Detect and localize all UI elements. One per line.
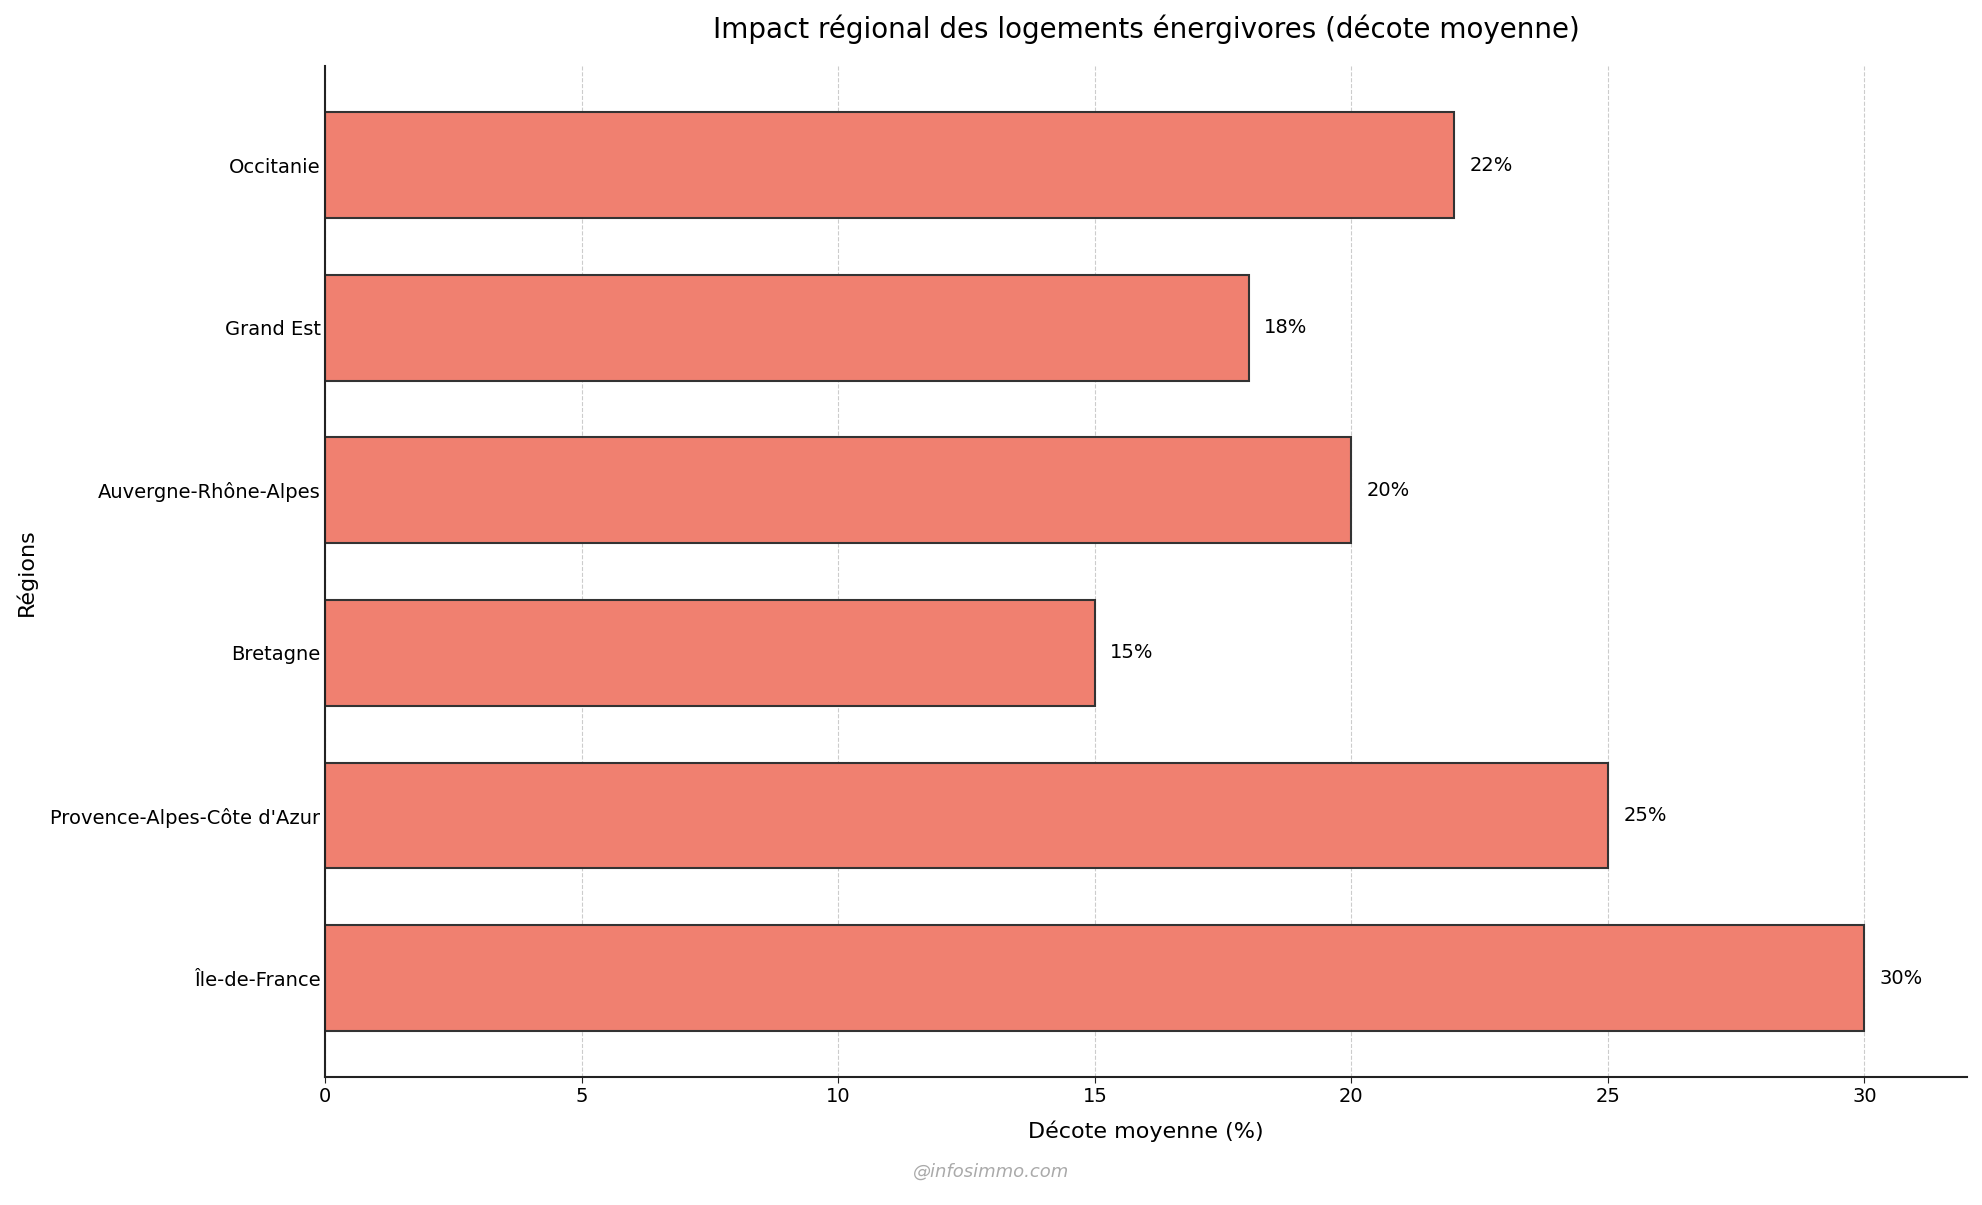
Text: 20%: 20% <box>1368 481 1409 500</box>
Text: 30%: 30% <box>1879 969 1923 988</box>
Bar <box>325 112 1455 218</box>
Text: 15%: 15% <box>1110 643 1154 663</box>
Title: Impact régional des logements énergivores (décote moyenne): Impact régional des logements énergivore… <box>714 14 1580 45</box>
Text: 22%: 22% <box>1469 155 1512 175</box>
Bar <box>325 925 1865 1031</box>
Bar <box>325 275 1249 381</box>
Bar <box>325 763 1607 869</box>
X-axis label: Décote moyenne (%): Décote moyenne (%) <box>1029 1121 1265 1142</box>
Y-axis label: Régions: Régions <box>16 528 36 616</box>
Text: @infosimmo.com: @infosimmo.com <box>914 1163 1068 1181</box>
Text: 18%: 18% <box>1265 318 1308 337</box>
Bar <box>325 437 1352 543</box>
Bar <box>325 600 1094 706</box>
Text: 25%: 25% <box>1623 806 1667 825</box>
